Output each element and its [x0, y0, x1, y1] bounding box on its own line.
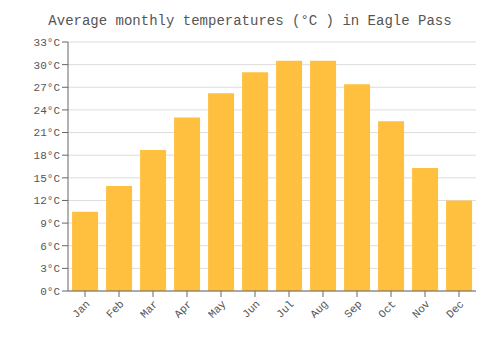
svg-text:Jun: Jun — [240, 298, 262, 320]
svg-text:Feb: Feb — [104, 298, 126, 320]
svg-text:21°C: 21°C — [34, 127, 61, 139]
svg-text:9°C: 9°C — [40, 218, 60, 230]
svg-text:3°C: 3°C — [40, 263, 60, 275]
svg-text:May: May — [206, 298, 229, 321]
svg-text:15°C: 15°C — [34, 173, 61, 185]
svg-text:Aug: Aug — [308, 298, 330, 320]
svg-text:12°C: 12°C — [34, 195, 61, 207]
svg-text:6°C: 6°C — [40, 241, 60, 253]
svg-text:33°C: 33°C — [34, 37, 61, 49]
svg-text:Mar: Mar — [138, 298, 160, 320]
svg-text:18°C: 18°C — [34, 150, 61, 162]
svg-text:Sep: Sep — [342, 298, 364, 320]
html-text:Average monthly temperatures (: Average monthly temperatures (°C ) in Ea… — [48, 13, 452, 29]
svg-text:27°C: 27°C — [34, 82, 61, 94]
svg-text:Nov: Nov — [410, 298, 433, 321]
svg-text:Jan: Jan — [70, 298, 92, 320]
svg-text:Apr: Apr — [172, 298, 194, 320]
svg-text:Oct: Oct — [376, 298, 398, 320]
svg-text:30°C: 30°C — [34, 60, 61, 72]
svg-text:0°C: 0°C — [40, 286, 60, 298]
svg-text:Jul: Jul — [274, 298, 296, 320]
svg-text:24°C: 24°C — [34, 105, 61, 117]
svg-text:Dec: Dec — [444, 298, 466, 320]
